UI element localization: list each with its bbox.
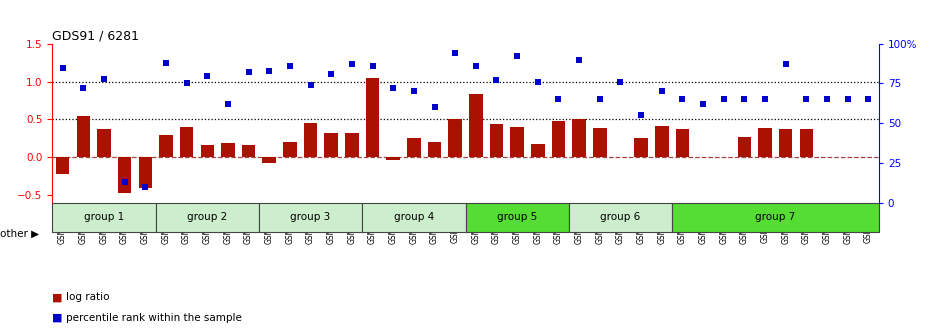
Point xyxy=(861,97,876,102)
Point xyxy=(820,97,835,102)
Text: group 6: group 6 xyxy=(600,212,640,222)
Bar xyxy=(283,142,296,157)
Bar xyxy=(387,157,400,160)
Text: group 4: group 4 xyxy=(393,212,434,222)
Bar xyxy=(593,128,606,157)
Point xyxy=(365,63,380,69)
Point xyxy=(572,57,587,62)
Bar xyxy=(325,133,338,157)
Point xyxy=(489,78,504,83)
Point xyxy=(674,97,690,102)
Text: ■: ■ xyxy=(52,312,63,323)
Text: percentile rank within the sample: percentile rank within the sample xyxy=(66,312,242,323)
Bar xyxy=(531,144,544,157)
Bar xyxy=(675,129,689,157)
Bar xyxy=(242,144,256,157)
Bar xyxy=(673,203,879,232)
Point xyxy=(117,179,132,185)
Bar xyxy=(779,129,792,157)
Point xyxy=(757,97,772,102)
Bar xyxy=(490,124,504,157)
Bar xyxy=(428,142,441,157)
Point xyxy=(344,62,359,67)
Point xyxy=(261,68,276,74)
Bar xyxy=(345,133,358,157)
Text: log ratio: log ratio xyxy=(66,292,110,302)
Point xyxy=(200,73,215,78)
Bar xyxy=(510,127,523,157)
Point xyxy=(655,89,670,94)
Point xyxy=(427,105,442,110)
Bar xyxy=(469,94,483,157)
Point xyxy=(220,101,236,107)
Point xyxy=(96,76,111,81)
Point xyxy=(76,86,91,91)
Bar xyxy=(408,138,421,157)
Bar xyxy=(221,143,235,157)
Text: group 1: group 1 xyxy=(84,212,124,222)
Bar xyxy=(758,128,771,157)
Bar xyxy=(552,121,565,157)
Bar xyxy=(362,203,466,232)
Point xyxy=(324,71,339,77)
Point xyxy=(179,81,194,86)
Point xyxy=(613,79,628,85)
Text: ■: ■ xyxy=(52,292,63,302)
Bar xyxy=(656,126,669,157)
Point xyxy=(386,86,401,91)
Point xyxy=(241,70,256,75)
Bar xyxy=(77,116,90,157)
Point xyxy=(282,63,297,69)
Bar xyxy=(573,120,586,157)
Bar xyxy=(56,157,69,174)
Point xyxy=(695,101,711,107)
Bar xyxy=(52,203,156,232)
Text: group 2: group 2 xyxy=(187,212,227,222)
Point xyxy=(530,79,545,85)
Bar xyxy=(180,127,193,157)
Bar xyxy=(258,203,362,232)
Point xyxy=(592,97,607,102)
Bar xyxy=(156,203,258,232)
Point xyxy=(509,54,524,59)
Bar xyxy=(97,129,110,157)
Point xyxy=(737,97,752,102)
Text: group 3: group 3 xyxy=(291,212,331,222)
Bar xyxy=(200,144,214,157)
Bar xyxy=(635,138,648,157)
Bar xyxy=(466,203,569,232)
Point xyxy=(799,97,814,102)
Point xyxy=(634,113,649,118)
Text: group 7: group 7 xyxy=(755,212,795,222)
Bar xyxy=(304,123,317,157)
Point xyxy=(407,89,422,94)
Bar xyxy=(139,157,152,188)
Bar xyxy=(800,129,813,157)
Bar xyxy=(118,157,131,193)
Point xyxy=(303,82,318,88)
Text: other ▶: other ▶ xyxy=(0,228,39,239)
Point xyxy=(447,50,463,56)
Point xyxy=(159,60,174,66)
Bar xyxy=(160,135,173,157)
Bar xyxy=(448,120,462,157)
Bar xyxy=(738,137,751,157)
Text: group 5: group 5 xyxy=(497,212,538,222)
Point xyxy=(468,63,484,69)
Point xyxy=(840,97,855,102)
Bar xyxy=(569,203,673,232)
Point xyxy=(716,97,732,102)
Text: GDS91 / 6281: GDS91 / 6281 xyxy=(52,30,140,43)
Point xyxy=(778,62,793,67)
Bar xyxy=(262,157,276,163)
Point xyxy=(551,97,566,102)
Point xyxy=(138,184,153,190)
Bar xyxy=(366,78,379,157)
Point xyxy=(55,65,70,70)
